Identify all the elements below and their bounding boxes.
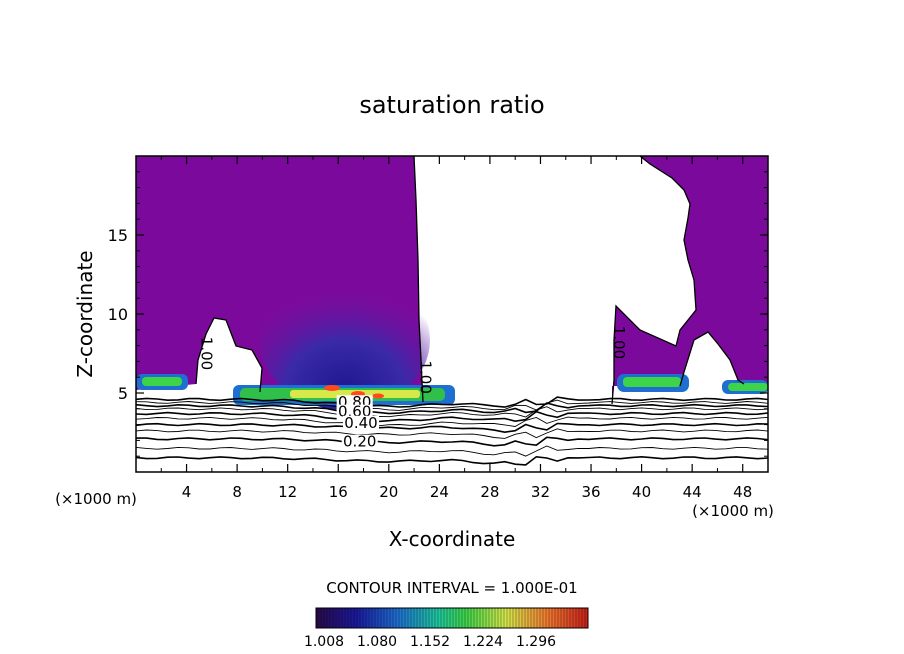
colorbar-tick-label: 1.224: [463, 634, 503, 650]
x-tick-label: 4: [182, 483, 192, 501]
contour-line: [136, 416, 768, 427]
x-tick-label: 36: [581, 483, 600, 501]
y-tick-label: 15: [108, 226, 128, 245]
plume-shading: [260, 270, 430, 410]
x-axis-label: X-coordinate: [389, 527, 516, 551]
chart-title: saturation ratio: [359, 91, 544, 119]
contour-field: [136, 156, 768, 466]
contour-line: [136, 428, 768, 439]
colorbar-tick-label: 1.008: [304, 634, 344, 650]
x-tick-label: 32: [531, 483, 550, 501]
supersaturated-region: [136, 156, 768, 404]
x-tick-label: 48: [733, 483, 752, 501]
cloud-base-band: [623, 377, 681, 387]
x-tick-label: 8: [232, 483, 242, 501]
contour-line: [136, 402, 768, 415]
x-tick-label: 12: [278, 483, 297, 501]
cloud-base-band: [142, 377, 182, 386]
contour-label: 1.00: [198, 337, 216, 370]
colorbar-tick-label: 1.080: [357, 634, 397, 650]
contour-label-bg: [341, 434, 378, 450]
colorbar-ticks: [317, 608, 586, 628]
hotspot: [372, 393, 384, 399]
colorbar-tick-label: 1.296: [516, 634, 556, 650]
contour-label: 1.00: [416, 360, 434, 393]
x-tick-label: 16: [329, 483, 348, 501]
contour-line: [136, 410, 768, 423]
contour-line: [136, 399, 768, 411]
hotspot: [324, 385, 340, 391]
colorbar-labels: 1.008 1.080 1.152 1.224 1.296: [304, 634, 556, 650]
contour-label: 0.40: [344, 414, 377, 432]
x-unit-right: (×1000 m): [692, 502, 774, 520]
cloud-base-band: [728, 383, 768, 391]
x-tick-label: 20: [379, 483, 398, 501]
contour-labels: 1.001.001.000.800.600.400.20: [198, 326, 628, 451]
contour-line: [136, 445, 768, 457]
y-axis: 5 10 15: [108, 171, 768, 457]
contour-line: [136, 436, 768, 447]
x-tick-label: 44: [683, 483, 702, 501]
x-axis: 4 8 12 16 20 24 28 32 36 40 44 48: [160, 156, 752, 501]
contour-label: 1.00: [610, 326, 628, 359]
saturation-boundary: [195, 156, 745, 405]
contour-lines: [136, 396, 768, 466]
x-unit-left: (×1000 m): [55, 490, 137, 508]
contour-line: [136, 422, 768, 434]
x-tick-label: 28: [480, 483, 499, 501]
contour-line: [136, 455, 768, 466]
colorbar-tick-label: 1.152: [410, 634, 450, 650]
y-tick-label: 5: [118, 384, 128, 403]
contour-label: 0.20: [343, 433, 376, 451]
x-tick-label: 24: [430, 483, 449, 501]
x-tick-label: 40: [632, 483, 651, 501]
contour-label-bg: [342, 415, 379, 431]
contour-line: [136, 396, 768, 408]
y-axis-label: Z-coordinate: [73, 250, 97, 377]
y-tick-label: 10: [108, 305, 128, 324]
contour-line: [136, 406, 768, 418]
contour-interval-text: CONTOUR INTERVAL = 1.000E-01: [326, 579, 577, 597]
